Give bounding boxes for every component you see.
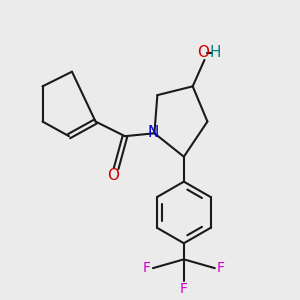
Text: N: N [147,125,159,140]
Text: F: F [217,261,225,275]
Text: O: O [107,168,119,183]
Text: H: H [210,45,221,60]
Text: F: F [143,261,151,275]
Text: O: O [197,45,209,60]
Text: F: F [180,282,188,296]
